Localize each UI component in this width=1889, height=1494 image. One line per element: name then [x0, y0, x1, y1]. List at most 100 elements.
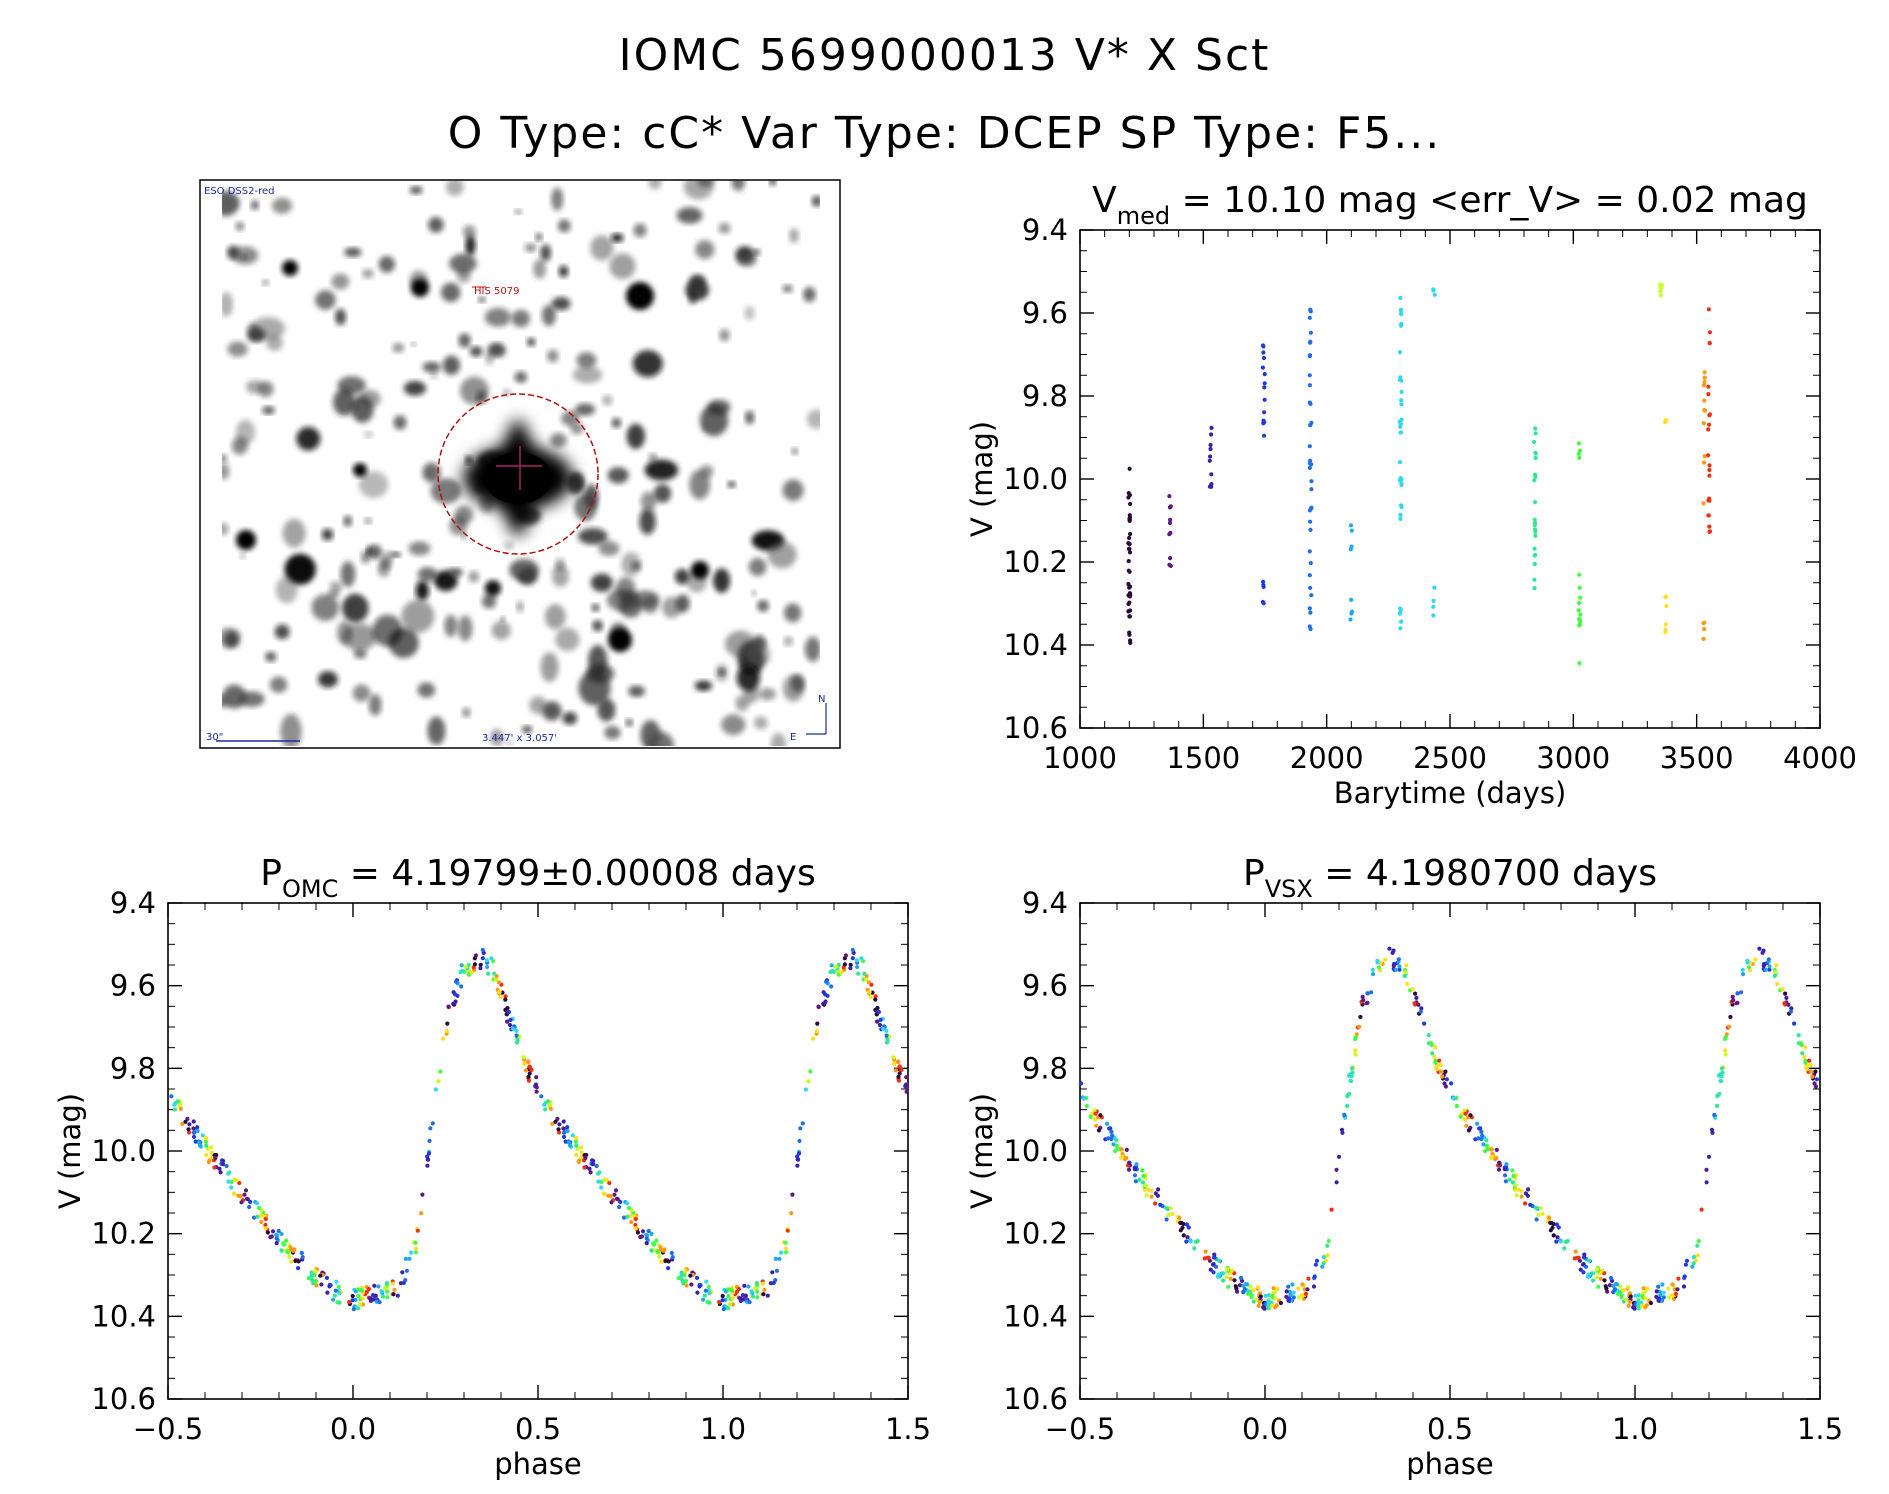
data-point [1782, 1001, 1787, 1006]
data-point [1757, 946, 1762, 951]
field-star [578, 528, 608, 545]
data-point [1636, 1306, 1641, 1311]
field-star [639, 508, 656, 535]
data-point [1262, 397, 1267, 402]
data-point [1308, 527, 1313, 533]
field-star [702, 424, 708, 432]
field-star [747, 644, 771, 667]
data-point [893, 1068, 899, 1073]
data-point [1397, 419, 1402, 424]
data-point [1245, 1291, 1251, 1296]
data-point [1166, 1213, 1171, 1218]
field-star [429, 371, 438, 379]
data-point [1611, 1289, 1616, 1294]
data-point [486, 971, 491, 976]
y-tick-label: 10.0 [91, 1134, 156, 1168]
data-point [247, 1204, 252, 1210]
data-point [1556, 1225, 1561, 1230]
data-point [1170, 1211, 1175, 1216]
data-point [1360, 994, 1365, 1000]
data-point [1307, 444, 1312, 449]
data-point [484, 958, 489, 963]
field-star [401, 599, 435, 633]
data-point [784, 1246, 789, 1251]
data-point [1807, 1058, 1812, 1063]
data-point [1266, 1306, 1271, 1311]
data-point [1119, 1147, 1124, 1152]
star-label: HIS 5079 [474, 286, 519, 297]
field-star [403, 381, 426, 396]
y-tick-label: 10.4 [1003, 1299, 1068, 1333]
plot-title-rest: = 10.10 mag <err_V> = 0.02 mag [1170, 180, 1808, 221]
data-point [529, 1067, 534, 1072]
data-point [1433, 1045, 1438, 1050]
field-star [327, 590, 340, 599]
data-point [1124, 1147, 1129, 1152]
data-point [1682, 1274, 1687, 1279]
field-star [737, 252, 757, 267]
data-point [289, 1259, 294, 1264]
y-tick-label: 9.8 [1022, 1051, 1068, 1085]
field-star [468, 571, 480, 583]
data-point [224, 1163, 229, 1169]
data-point [1762, 962, 1767, 967]
plot-title-main: P [1243, 853, 1265, 894]
data-point [1296, 1286, 1301, 1291]
data-point [1673, 1291, 1679, 1296]
data-point [436, 1079, 441, 1084]
data-point [1577, 601, 1582, 606]
data-point [1432, 585, 1437, 590]
data-point [1608, 1275, 1614, 1281]
data-point [1510, 1168, 1515, 1173]
field-star [521, 725, 533, 734]
data-point [1184, 1239, 1189, 1244]
data-point [239, 1200, 244, 1205]
field-star [239, 553, 246, 559]
data-point [284, 1238, 289, 1243]
data-point [1286, 1284, 1291, 1289]
field-star [783, 636, 793, 646]
data-point [1320, 1264, 1325, 1269]
field-star [318, 671, 338, 688]
data-point [444, 1029, 449, 1034]
data-point [245, 1197, 250, 1202]
data-point [1155, 1193, 1160, 1198]
data-point [1307, 465, 1312, 470]
data-point [1308, 330, 1313, 335]
data-point [1126, 609, 1131, 614]
data-point [1081, 1096, 1087, 1101]
data-point [526, 1074, 531, 1079]
data-point [1740, 972, 1746, 977]
field-star [592, 620, 603, 632]
data-point [609, 1200, 614, 1205]
bright-field-star [626, 282, 654, 310]
field-star [727, 480, 736, 488]
data-point [492, 971, 497, 976]
data-point [173, 1107, 178, 1112]
x-tick-label: 1.5 [885, 1412, 931, 1446]
data-point [414, 1246, 419, 1251]
field-star [542, 304, 556, 326]
data-point [666, 1259, 671, 1264]
data-point [1284, 1294, 1289, 1299]
data-point [1548, 1228, 1553, 1233]
data-point [1212, 1255, 1217, 1260]
data-point [1226, 1284, 1231, 1289]
data-point [557, 1130, 562, 1135]
field-star [640, 720, 661, 746]
x-tick-label: 2000 [1290, 741, 1364, 775]
field-star [588, 645, 608, 677]
field-star [503, 541, 514, 550]
data-point [1431, 598, 1436, 604]
field-star [275, 576, 298, 604]
data-point [1581, 1270, 1586, 1275]
data-point [727, 1302, 733, 1307]
field-star [353, 648, 367, 659]
field-star [315, 290, 336, 310]
data-point [198, 1143, 203, 1148]
data-point [682, 1272, 687, 1278]
data-point [1462, 1117, 1467, 1122]
data-point [1533, 474, 1538, 479]
data-point [1312, 1274, 1317, 1279]
field-star [478, 296, 486, 303]
